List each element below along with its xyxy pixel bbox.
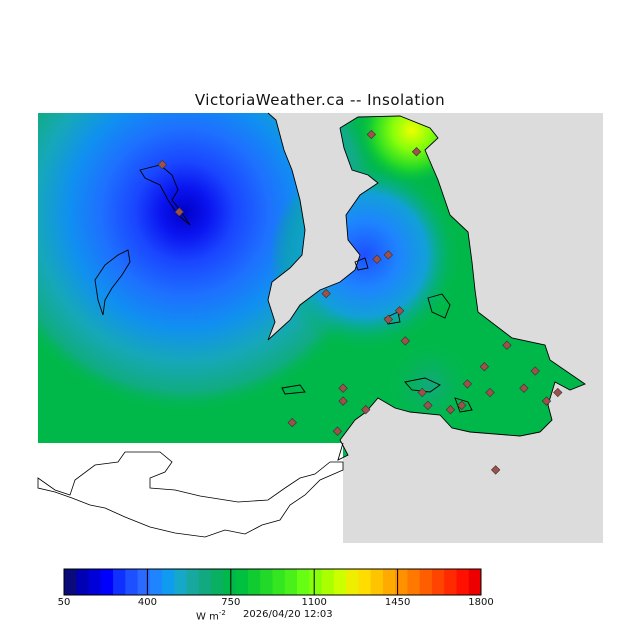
colorbar-tick-label: 1800 bbox=[468, 597, 494, 608]
station-marker bbox=[332, 426, 343, 436]
island-coastline-south bbox=[37, 451, 344, 538]
station-marker bbox=[457, 400, 467, 411]
colorbar-tick-label: 1100 bbox=[301, 597, 327, 608]
colorbar-swatch bbox=[284, 569, 298, 595]
colorbar-swatch bbox=[382, 569, 396, 595]
station-marker bbox=[174, 207, 184, 217]
colorbar-swatch bbox=[64, 569, 77, 595]
units-exponent: -2 bbox=[218, 609, 226, 617]
station-marker bbox=[445, 405, 456, 415]
station-marker bbox=[479, 362, 490, 372]
colorbar-units: W m-2 bbox=[196, 609, 226, 622]
station-marker bbox=[462, 379, 473, 389]
colorbar-swatch bbox=[113, 569, 126, 595]
station-marker bbox=[361, 405, 371, 415]
colorbar-swatch bbox=[395, 569, 408, 595]
colorbar-tick-label: 750 bbox=[221, 597, 241, 608]
colorbar-swatch bbox=[174, 569, 188, 595]
station-marker bbox=[338, 396, 348, 406]
colorbar-swatch bbox=[247, 569, 261, 595]
colorbar-tick-label: 400 bbox=[137, 597, 157, 608]
colorbar-swatch bbox=[162, 569, 175, 595]
colorbar-swatch bbox=[297, 569, 310, 595]
station-marker bbox=[400, 336, 410, 346]
colorbar-swatch bbox=[321, 569, 335, 595]
station-markers bbox=[157, 129, 563, 475]
station-marker bbox=[287, 417, 297, 428]
station-marker bbox=[411, 147, 422, 157]
station-marker bbox=[394, 306, 405, 316]
colorbar-frame bbox=[63, 568, 482, 596]
station-marker bbox=[417, 387, 427, 398]
station-marker bbox=[338, 383, 348, 393]
station-marker bbox=[530, 366, 540, 376]
colorbar-swatch bbox=[223, 569, 237, 595]
colorbar-swatch bbox=[76, 569, 90, 595]
colorbar-swatch bbox=[149, 569, 163, 595]
colorbar-swatch bbox=[431, 569, 445, 595]
station-marker bbox=[485, 387, 495, 398]
page-title: VictoriaWeather.ca -- Insolation bbox=[194, 91, 446, 109]
station-marker bbox=[366, 129, 377, 140]
station-marker bbox=[383, 314, 393, 325]
colorbar-swatch bbox=[100, 569, 114, 595]
colorbar-swatch bbox=[309, 569, 323, 595]
colorbar-swatch bbox=[125, 569, 139, 595]
colorbar-swatch bbox=[198, 569, 212, 595]
coastlines bbox=[94, 112, 586, 461]
station-marker bbox=[423, 400, 433, 411]
colorbar-swatch bbox=[272, 569, 286, 595]
station-marker bbox=[553, 387, 563, 398]
station-marker bbox=[157, 159, 167, 170]
colorbar-swatch bbox=[468, 569, 482, 595]
timestamp: 2026/04/20 12:03 bbox=[243, 609, 333, 620]
colorbar-swatch bbox=[186, 569, 200, 595]
colorbar-swatch bbox=[444, 569, 457, 595]
colorbar-swatch bbox=[407, 569, 421, 595]
station-marker bbox=[321, 288, 331, 299]
station-marker bbox=[490, 465, 501, 475]
colorbar-swatch bbox=[346, 569, 359, 595]
colorbar-swatch bbox=[235, 569, 249, 595]
station-marker bbox=[519, 383, 529, 393]
colorbar-swatch bbox=[260, 569, 273, 595]
colorbar-swatch bbox=[211, 569, 224, 595]
colorbar-swatch bbox=[419, 569, 433, 595]
station-marker bbox=[502, 340, 512, 350]
colorbar-swatch bbox=[137, 569, 151, 595]
colorbar-tick-label: 1450 bbox=[384, 597, 411, 608]
station-marker bbox=[372, 254, 382, 264]
colorbar-swatch bbox=[358, 569, 372, 595]
colorbar-swatch bbox=[456, 569, 470, 595]
units-text: W m bbox=[196, 611, 219, 623]
station-marker bbox=[383, 250, 393, 260]
colorbar-tick-label: 50 bbox=[57, 597, 71, 608]
colorbar-swatch bbox=[333, 569, 347, 595]
station-marker bbox=[541, 396, 552, 406]
colorbar-swatch bbox=[370, 569, 384, 595]
colorbar-swatch bbox=[88, 569, 102, 595]
